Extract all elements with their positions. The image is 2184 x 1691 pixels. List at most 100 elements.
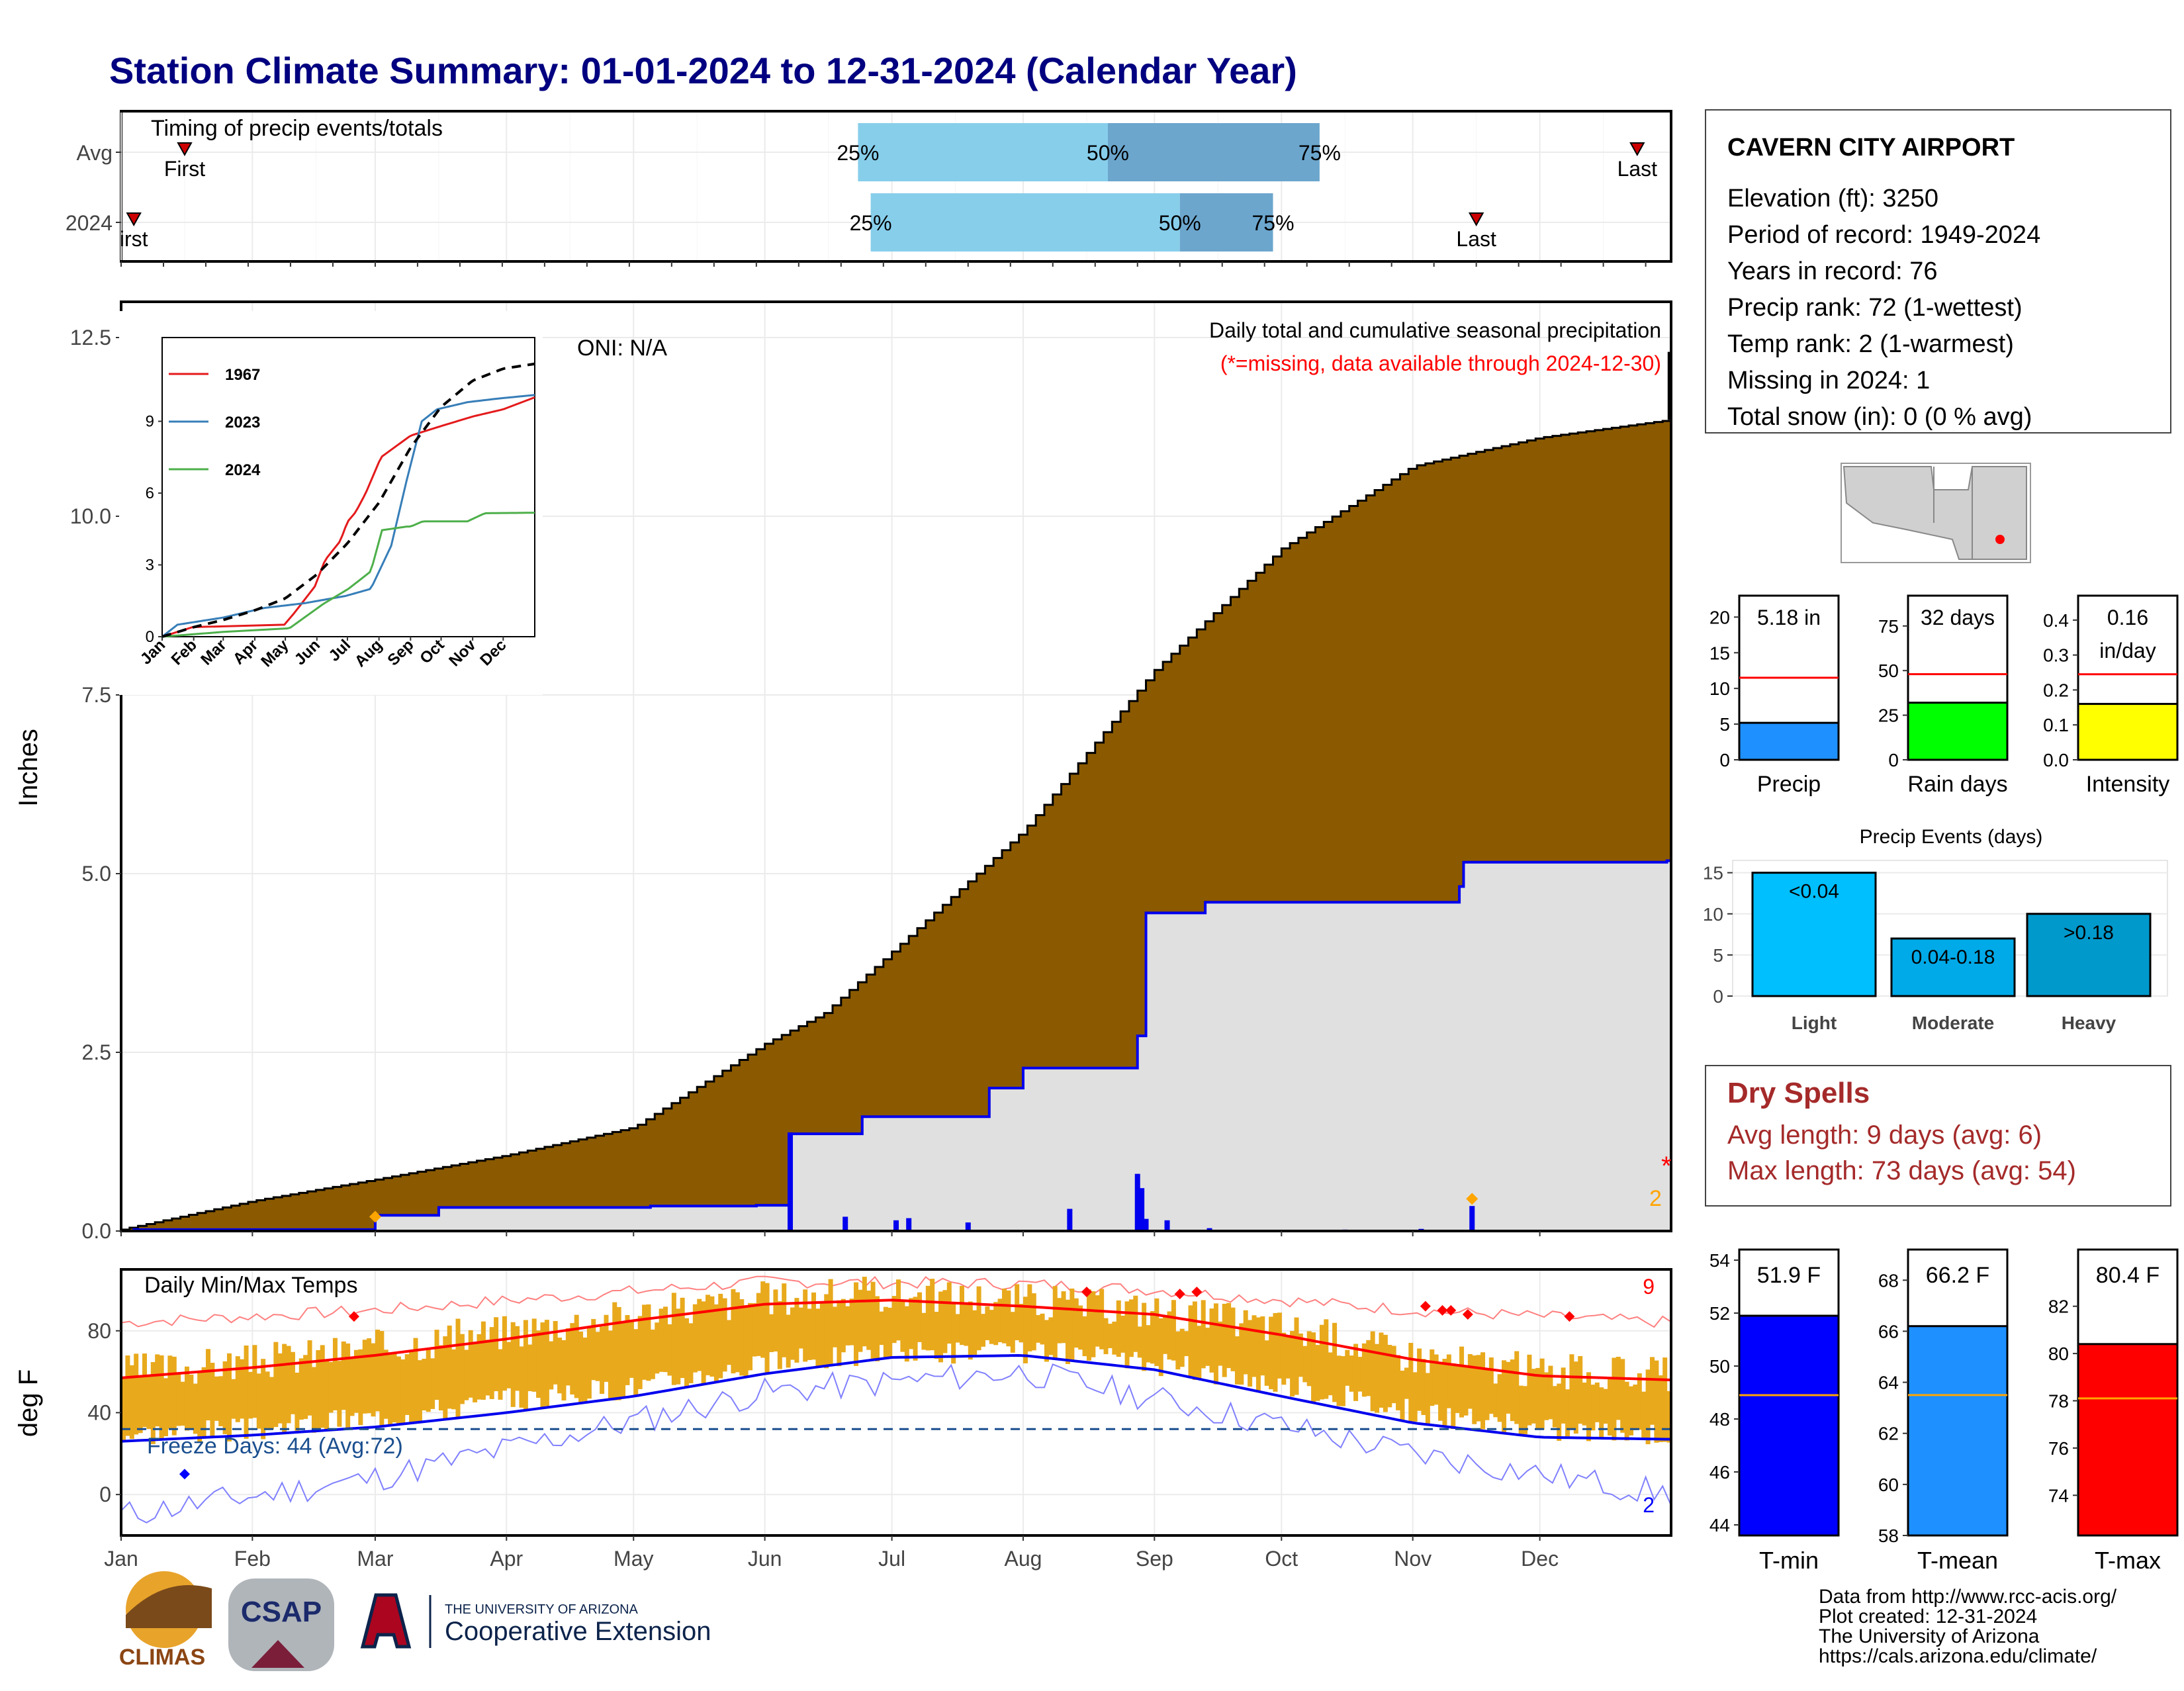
csap-logo[interactable]: CSAP	[228, 1578, 334, 1671]
daily-temp-bar	[1273, 1312, 1278, 1392]
daily-temp-bar	[459, 1334, 465, 1404]
daily-temp-bar	[265, 1371, 270, 1430]
daily-temp-bar	[341, 1341, 346, 1410]
minibar-value-bar	[2077, 703, 2179, 761]
timing-q50-q75-bar	[1179, 193, 1273, 251]
daily-temp-bar	[1442, 1359, 1447, 1426]
daily-temp-bar	[980, 1314, 985, 1347]
daily-temp-bar	[1082, 1316, 1087, 1357]
daily-temp-bar	[955, 1314, 960, 1343]
daily-temp-bar	[142, 1353, 147, 1428]
timing-pct-label: 25%	[850, 211, 892, 235]
events-ytick-label: 0	[1713, 986, 1723, 1007]
daily-temp-bar	[1421, 1359, 1426, 1416]
daily-temp-bar	[455, 1318, 461, 1418]
daily-temp-bar	[604, 1314, 609, 1382]
daily-temp-bar	[756, 1293, 761, 1356]
daily-temp-bar	[582, 1337, 588, 1402]
daily-temp-bar	[422, 1358, 427, 1411]
daily-temp-bar	[1666, 1391, 1672, 1443]
daily-temp-bar	[600, 1326, 605, 1394]
timing-pct-label: 75%	[1298, 141, 1341, 165]
daily-temp-bar	[193, 1383, 198, 1434]
daily-temp-bar	[1260, 1316, 1265, 1376]
month-tick-label: Dec	[1521, 1547, 1559, 1571]
events-ytick-label: 15	[1703, 863, 1723, 884]
daily-temp-bar	[833, 1306, 838, 1348]
daily-temp-bar	[650, 1329, 655, 1379]
record-high-marker	[1174, 1289, 1185, 1300]
daily-temp-bar	[1345, 1349, 1350, 1386]
daily-temp-bar	[1167, 1311, 1172, 1360]
daily-temp-bar	[591, 1318, 596, 1381]
daily-temp-bar	[303, 1355, 308, 1419]
daily-temp-bar	[1179, 1328, 1185, 1367]
daily-temp-bar	[269, 1377, 274, 1430]
daily-temp-bar	[197, 1373, 203, 1443]
daily-temp-bar	[1315, 1345, 1320, 1401]
daily-temp-bar	[1243, 1310, 1248, 1375]
daily-temp-bar	[1620, 1359, 1625, 1433]
daily-temp-bar	[1340, 1356, 1345, 1406]
month-tick-label: Oct	[1265, 1547, 1298, 1571]
daily-temp-bar	[434, 1330, 439, 1400]
timing-row-label: Avg	[76, 141, 113, 165]
precip-subtitle: (*=missing, data available through 2024-…	[1220, 351, 1661, 375]
daily-temp-bar	[900, 1300, 905, 1352]
daily-temp-bar	[125, 1355, 130, 1436]
dry-avg-length: Avg length: 9 days (avg: 6)	[1727, 1120, 2042, 1150]
daily-temp-bar	[1412, 1372, 1418, 1422]
daily-temp-bar	[485, 1340, 490, 1396]
daily-temp-bar	[1158, 1318, 1163, 1377]
daily-temp-bar	[1608, 1379, 1613, 1436]
daily-temp-bar	[1417, 1348, 1422, 1411]
daily-temp-bar	[676, 1308, 681, 1385]
daily-temp-bar	[849, 1299, 854, 1346]
tbar-value-bar	[1907, 1325, 2009, 1537]
temp-count-hi: 9	[1643, 1275, 1655, 1299]
daily-temp-bar	[307, 1340, 312, 1416]
tbar-value-label: 80.4 F	[2096, 1263, 2160, 1288]
daily-temp-bar	[1057, 1298, 1062, 1344]
daily-temp-bar	[1404, 1367, 1409, 1399]
daily-temp-bar	[1493, 1383, 1498, 1418]
daily-temp-bar	[731, 1289, 736, 1374]
ua-logo[interactable]: THE UNIVERSITY OF ARIZONA Cooperative Ex…	[360, 1593, 711, 1649]
event-category-label: Light	[1792, 1013, 1837, 1033]
daily-temp-bar	[379, 1331, 385, 1428]
daily-temp-bar	[680, 1297, 685, 1379]
minibar-ytick-label: 0.1	[2043, 715, 2069, 735]
climas-logo[interactable]: CLIMAS	[119, 1571, 212, 1670]
daily-temp-bar	[282, 1344, 287, 1433]
minibar-label: Intensity	[2086, 772, 2170, 797]
daily-temp-bar	[1112, 1321, 1117, 1355]
daily-temp-bar	[1408, 1342, 1414, 1423]
daily-temp-bar	[1582, 1382, 1587, 1426]
daily-temp-bar	[1222, 1303, 1227, 1377]
precip-panel: 0.0 2.5 5.0 7.5 10.0 12.5 Daily total and cum…	[14, 300, 1672, 1243]
minibar-ytick-label: 0.2	[2043, 680, 2069, 700]
timing-label: Timing of precip events/totals	[151, 116, 443, 141]
daily-temp-bar	[1065, 1299, 1070, 1364]
timing-first-label: irst	[120, 227, 148, 251]
daily-precip-bar	[1139, 1188, 1145, 1231]
daily-temp-bar	[1615, 1356, 1621, 1420]
daily-temp-bar	[248, 1371, 253, 1419]
daily-temp-bar	[1332, 1322, 1338, 1402]
daily-temp-bar	[574, 1314, 579, 1398]
daily-temp-bar	[828, 1279, 833, 1367]
daily-temp-bar	[1531, 1369, 1536, 1424]
daily-temp-bar	[1383, 1334, 1388, 1412]
daily-temp-bar	[841, 1299, 846, 1353]
daily-temp-bar	[1015, 1284, 1020, 1341]
daily-temp-bar	[862, 1277, 867, 1347]
daily-temp-bar	[134, 1353, 139, 1435]
daily-temp-bar	[1451, 1363, 1456, 1430]
inset-legend-label: 2023	[225, 414, 260, 432]
daily-precip-bar	[893, 1220, 899, 1231]
tbar-ytick-label: 74	[2048, 1485, 2069, 1506]
footer-line-1: Data from http://www.rcc-acis.org/	[1819, 1586, 2117, 1608]
minibar-ytick-label: 0.0	[2043, 750, 2069, 770]
daily-temp-bar	[985, 1306, 990, 1340]
